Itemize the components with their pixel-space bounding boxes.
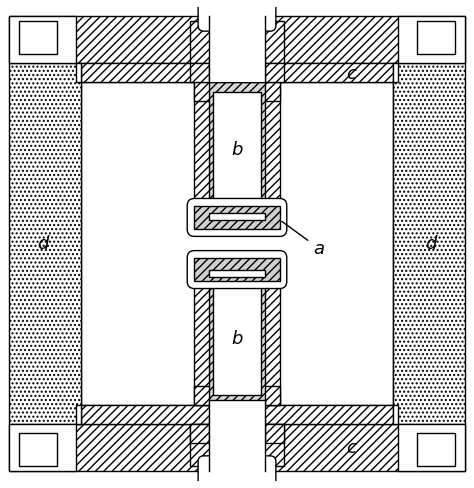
Polygon shape (76, 64, 81, 83)
Bar (417, 21, 455, 55)
Bar (9, 424, 76, 471)
Bar (19, 433, 57, 467)
Bar (209, 263, 265, 405)
Text: b: b (231, 329, 243, 347)
Polygon shape (76, 405, 81, 424)
Polygon shape (265, 64, 284, 83)
Bar (393, 64, 465, 424)
Bar (9, 17, 76, 64)
Bar (19, 21, 57, 55)
Bar (209, 213, 265, 221)
Bar (261, 83, 280, 216)
Bar (194, 83, 280, 102)
Text: b: b (231, 141, 243, 159)
Polygon shape (190, 64, 209, 83)
Bar (213, 282, 261, 395)
FancyBboxPatch shape (198, 456, 276, 486)
Bar (81, 405, 393, 424)
Bar (9, 64, 81, 424)
Bar (194, 258, 280, 282)
Polygon shape (393, 64, 398, 83)
Text: d: d (426, 235, 437, 253)
Bar (209, 60, 265, 83)
Bar (194, 263, 213, 405)
Bar (194, 206, 280, 230)
Bar (9, 17, 465, 64)
Bar (209, 17, 265, 83)
Bar (9, 424, 465, 471)
Text: c: c (346, 438, 356, 456)
Bar (417, 433, 455, 467)
Bar (209, 400, 265, 424)
FancyBboxPatch shape (187, 199, 287, 237)
Text: d: d (37, 235, 48, 253)
Polygon shape (265, 424, 284, 443)
Bar (190, 424, 284, 467)
Bar (261, 263, 280, 405)
Polygon shape (190, 424, 209, 443)
FancyBboxPatch shape (187, 251, 287, 289)
Bar (213, 93, 261, 202)
Bar (81, 83, 393, 405)
Text: c: c (346, 65, 356, 82)
Bar (398, 424, 465, 471)
Text: a: a (282, 222, 324, 258)
Polygon shape (393, 405, 398, 424)
Bar (194, 386, 280, 405)
Bar (398, 17, 465, 64)
Bar (209, 83, 265, 216)
Bar (81, 64, 393, 83)
Bar (194, 83, 213, 216)
Bar (190, 21, 284, 64)
Bar (209, 270, 265, 277)
Bar (209, 419, 265, 471)
FancyBboxPatch shape (198, 2, 276, 32)
